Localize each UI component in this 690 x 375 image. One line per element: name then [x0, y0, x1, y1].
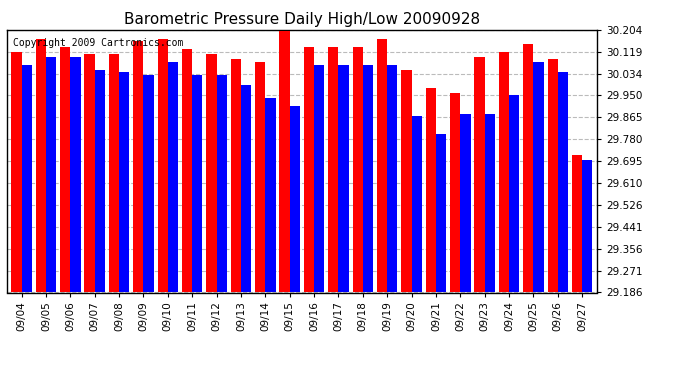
Bar: [46, 57, 56, 292]
Bar: [109, 54, 119, 292]
Bar: [484, 114, 495, 292]
Bar: [460, 114, 471, 292]
Bar: [314, 64, 324, 292]
Bar: [36, 39, 46, 292]
Bar: [217, 75, 227, 292]
Bar: [402, 70, 411, 292]
Bar: [411, 116, 422, 292]
Bar: [193, 75, 202, 292]
Bar: [206, 54, 217, 292]
Bar: [241, 85, 251, 292]
Bar: [426, 88, 436, 292]
Bar: [328, 46, 338, 292]
Bar: [279, 31, 290, 292]
Bar: [572, 155, 582, 292]
Bar: [582, 160, 593, 292]
Bar: [21, 64, 32, 292]
Bar: [144, 75, 154, 292]
Bar: [168, 62, 178, 292]
Bar: [533, 62, 544, 292]
Title: Barometric Pressure Daily High/Low 20090928: Barometric Pressure Daily High/Low 20090…: [124, 12, 480, 27]
Bar: [119, 72, 129, 292]
Bar: [377, 39, 387, 292]
Bar: [436, 134, 446, 292]
Bar: [499, 52, 509, 292]
Bar: [230, 59, 241, 292]
Bar: [255, 62, 266, 292]
Bar: [84, 54, 95, 292]
Bar: [338, 64, 348, 292]
Bar: [509, 96, 520, 292]
Bar: [70, 57, 81, 292]
Bar: [548, 59, 558, 292]
Bar: [266, 98, 275, 292]
Bar: [387, 64, 397, 292]
Bar: [558, 72, 568, 292]
Bar: [11, 52, 21, 292]
Bar: [157, 39, 168, 292]
Bar: [133, 41, 144, 292]
Bar: [290, 106, 300, 292]
Bar: [95, 70, 105, 292]
Bar: [182, 49, 193, 292]
Bar: [475, 57, 484, 292]
Bar: [353, 46, 363, 292]
Bar: [523, 44, 533, 292]
Bar: [60, 46, 70, 292]
Bar: [450, 93, 460, 292]
Bar: [304, 46, 314, 292]
Text: Copyright 2009 Cartronics.com: Copyright 2009 Cartronics.com: [13, 38, 183, 48]
Bar: [363, 64, 373, 292]
